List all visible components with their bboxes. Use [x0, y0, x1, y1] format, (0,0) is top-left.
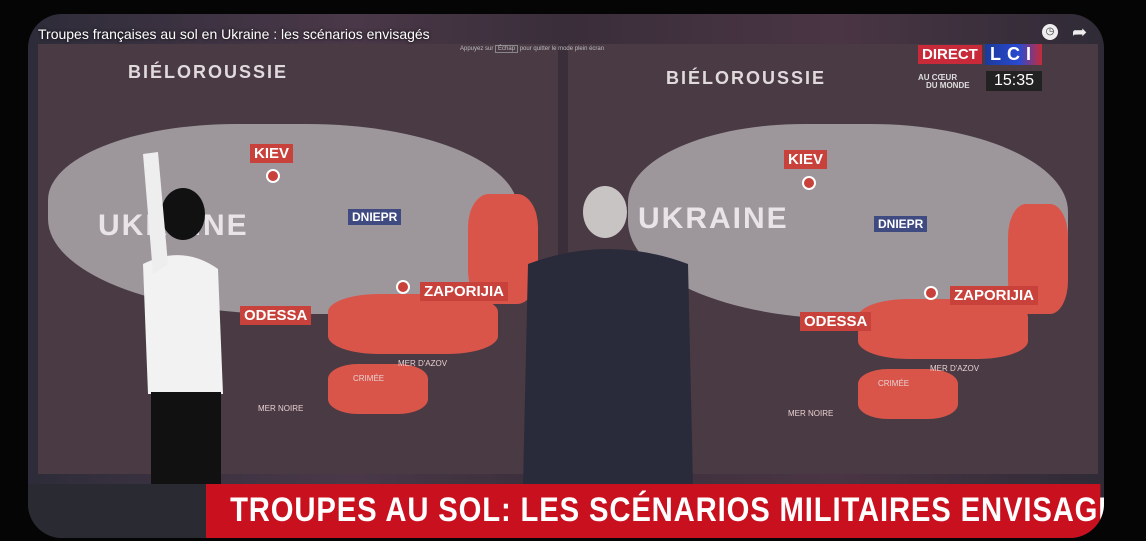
hint-text: Appuyez sur: [460, 46, 494, 52]
label-zaporijia: ZAPORIJIA: [420, 282, 509, 301]
presenter-woman: [143, 152, 223, 484]
slogan-line2: DU MONDE: [926, 81, 970, 90]
label-crimee: CRIMÉE: [878, 379, 910, 388]
label-bielorussie: BIÉLOROUSSIE: [666, 68, 827, 88]
label-azov: MER D'AZOV: [398, 359, 448, 368]
city-marker-zaporijia: [924, 286, 938, 300]
label-mer-noire: MER NOIRE: [258, 404, 304, 413]
city-marker-kiev: [266, 169, 280, 183]
city-marker-kiev: [802, 176, 816, 190]
hint-text-after: pour quitter le mode plein écran: [519, 46, 605, 52]
label-ukraine: UKRAINE: [638, 202, 789, 235]
slogan: AU CŒUR DU MONDE: [918, 74, 978, 90]
slogan-line1: AU CŒUR: [918, 73, 958, 82]
presenter-man: [523, 186, 693, 484]
video-title: Troupes françaises au sol en Ukraine : l…: [38, 26, 430, 42]
label-kiev: KIEV: [250, 144, 294, 163]
lci-logo: LCI: [985, 44, 1042, 65]
occupied-south: [328, 294, 498, 354]
occupied-south: [858, 299, 1028, 359]
clock-icon[interactable]: ◷: [1042, 24, 1058, 40]
label-dniepr: DNIEPR: [874, 216, 928, 232]
label-kiev: KIEV: [784, 150, 828, 169]
label-zaporijia: ZAPORIJIA: [950, 286, 1039, 305]
broadcast-time: 15:35: [986, 71, 1043, 91]
label-bielorussie: BIÉLOROUSSIE: [128, 62, 289, 82]
hint-key: Échap: [495, 45, 519, 53]
video-player[interactable]: BIÉLOROUSSIE UKRAINE KIEV DNIEPR ZAPORIJ…: [28, 14, 1104, 538]
direct-badge: DIRECT: [918, 45, 982, 64]
share-icon[interactable]: ➦: [1072, 22, 1088, 42]
city-marker-zaporijia: [396, 280, 410, 294]
label-dniepr: DNIEPR: [348, 209, 402, 225]
label-odessa: ODESSA: [800, 312, 872, 331]
label-crimee: CRIMÉE: [353, 374, 385, 383]
label-mer-noire: MER NOIRE: [788, 409, 834, 418]
banner-left-block: [28, 484, 206, 538]
map-panel-left: BIÉLOROUSSIE UKRAINE KIEV DNIEPR ZAPORIJ…: [38, 44, 558, 474]
label-odessa: ODESSA: [240, 306, 312, 325]
fullscreen-hint: Appuyez sur Échap pour quitter le mode p…: [460, 45, 605, 53]
crimea-region: [858, 369, 958, 419]
crimea-region: [328, 364, 428, 414]
headline-banner: TROUPES AU SOL: LES SCÉNARIOS MILITAIRES…: [206, 484, 1104, 538]
label-azov: MER D'AZOV: [930, 364, 980, 373]
